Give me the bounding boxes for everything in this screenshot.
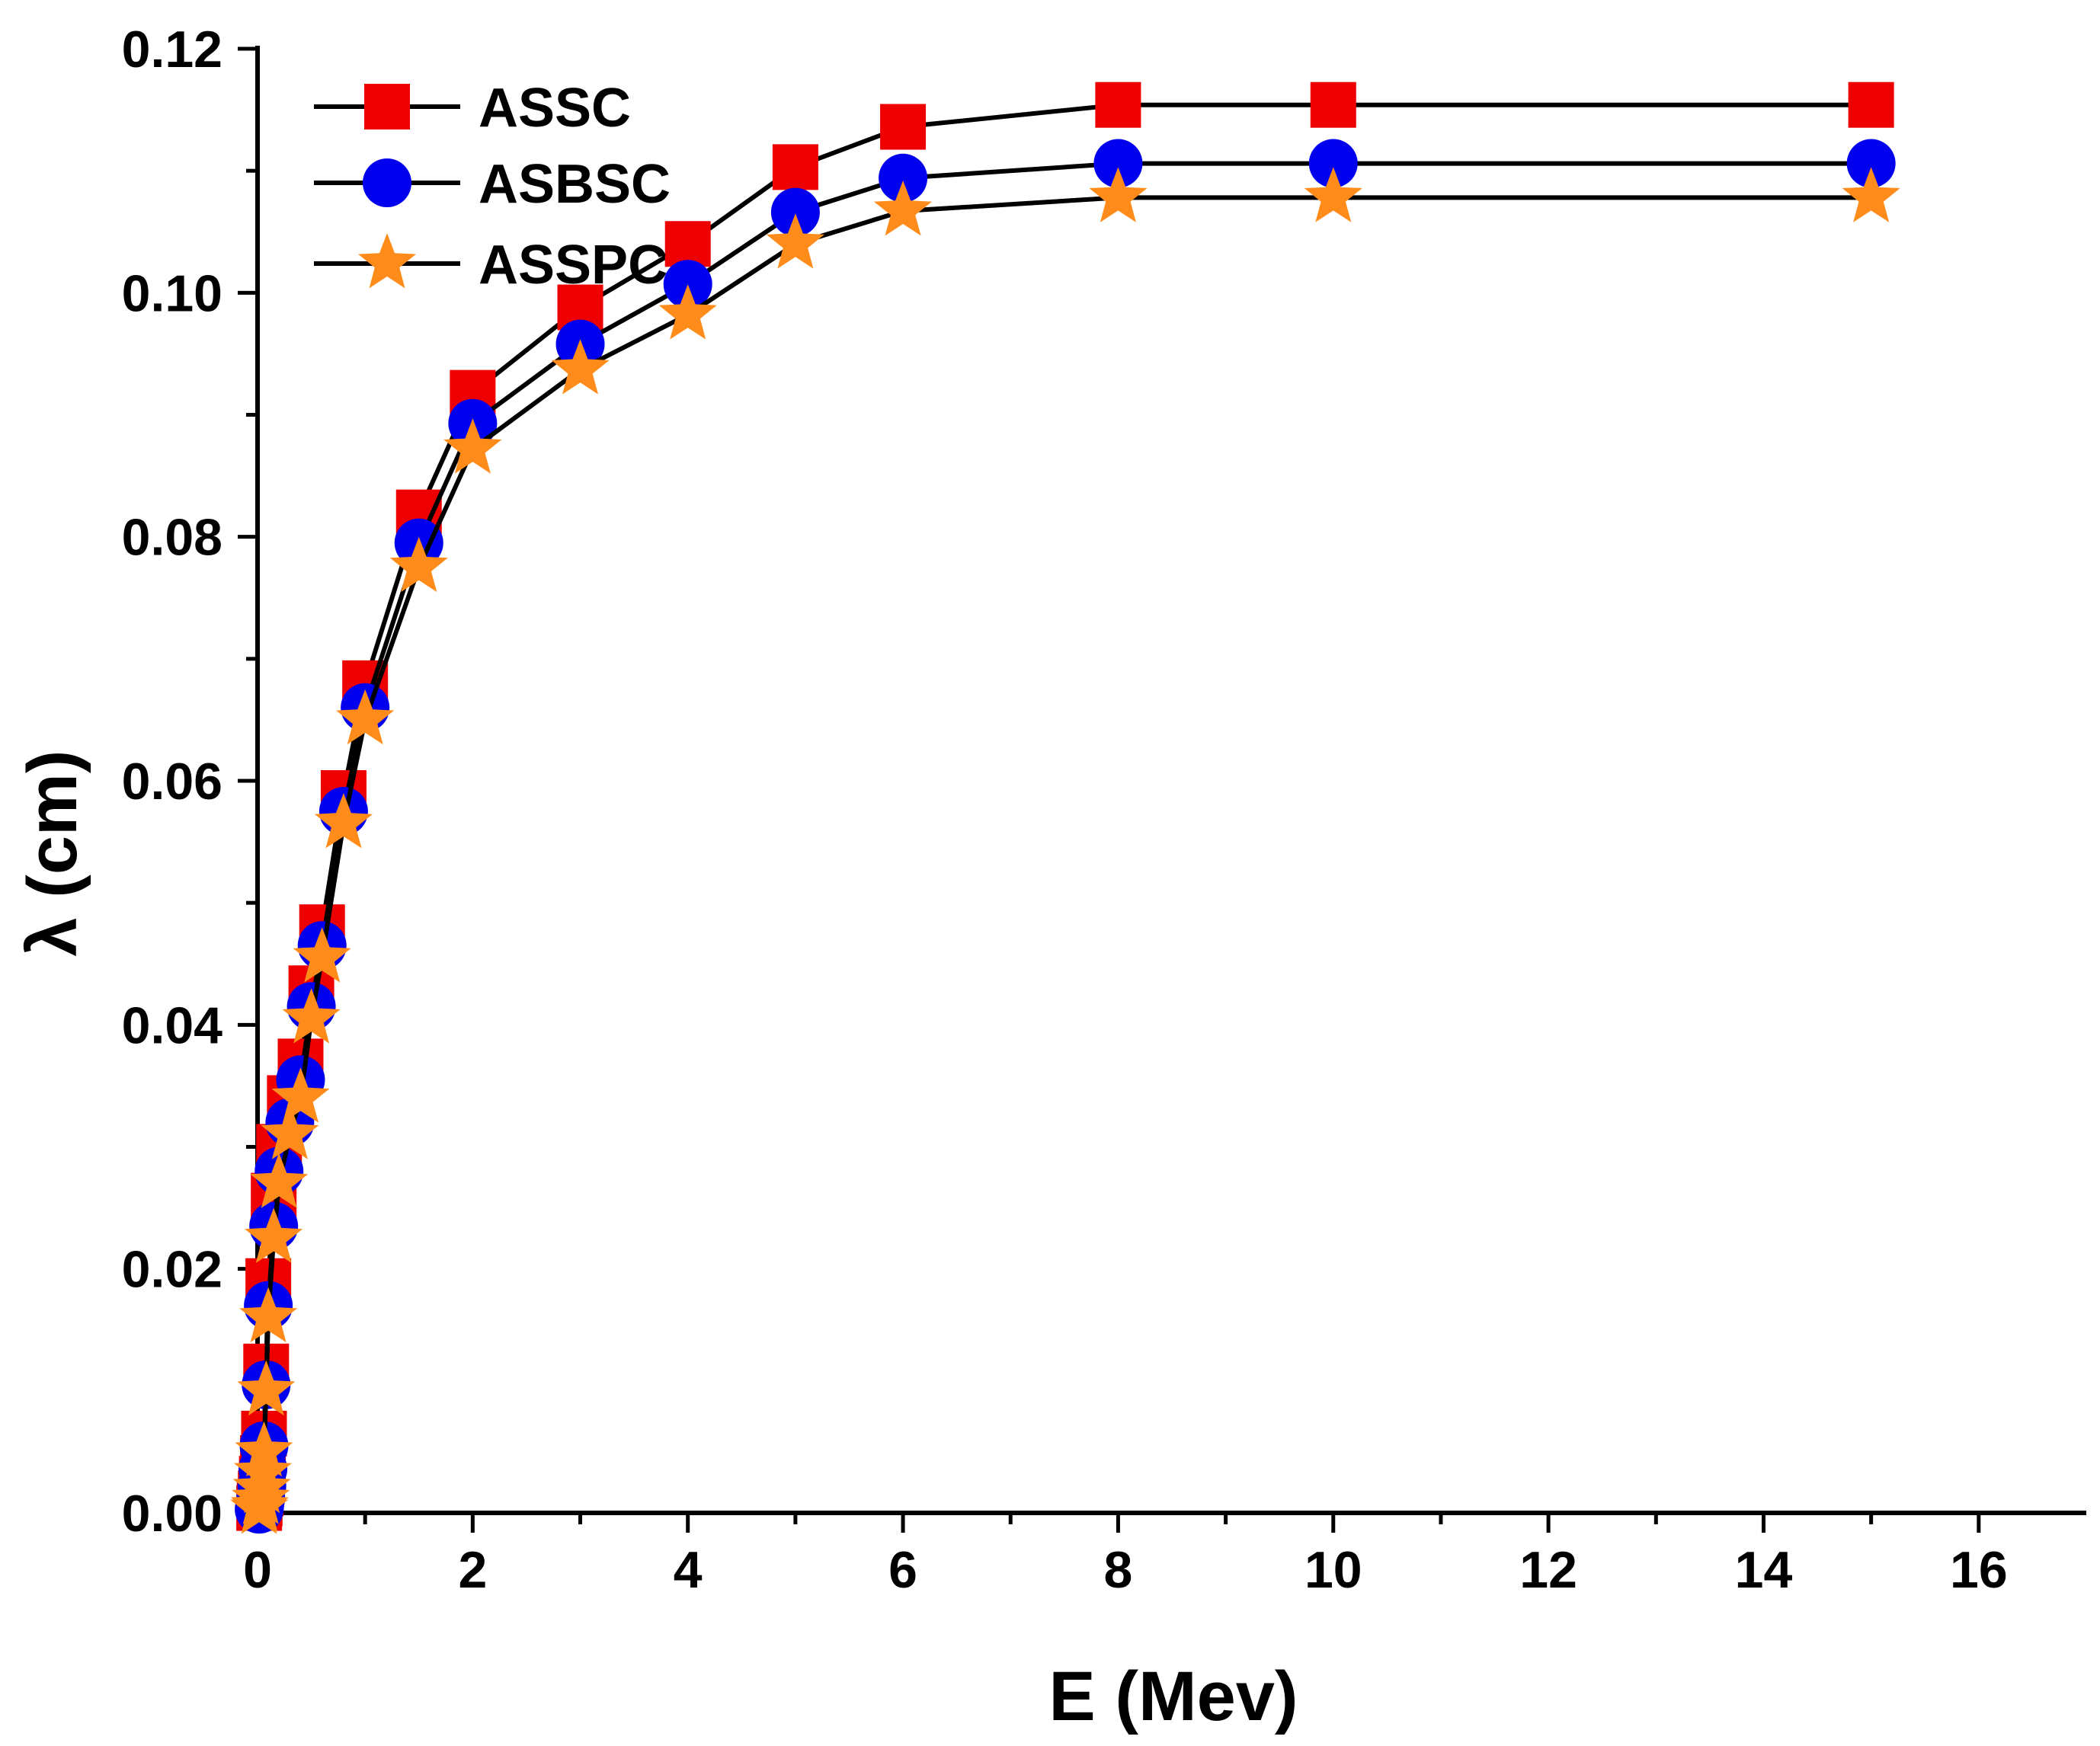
data-point-asspc bbox=[1842, 167, 1900, 222]
series-assc bbox=[236, 82, 1894, 1531]
y-tick-label: 0.06 bbox=[122, 753, 222, 811]
y-axis-title: λ (cm) bbox=[14, 750, 91, 957]
data-point-asbsc bbox=[879, 153, 928, 203]
legend-marker bbox=[364, 84, 410, 130]
data-point-asspc bbox=[245, 1207, 303, 1263]
data-point-asbsc bbox=[1093, 139, 1143, 188]
data-point-asspc bbox=[551, 339, 610, 395]
data-point-asspc bbox=[1304, 167, 1362, 222]
data-point-asspc bbox=[261, 1104, 319, 1159]
legend-item-assc: ASSC bbox=[314, 78, 631, 139]
x-tick-label: 4 bbox=[674, 1541, 703, 1599]
legend-marker bbox=[363, 158, 411, 207]
data-point-assc bbox=[664, 221, 711, 267]
series-asbsc bbox=[235, 139, 1896, 1534]
y-tick-label: 0.10 bbox=[122, 264, 222, 322]
x-tick-label: 16 bbox=[1950, 1541, 2008, 1599]
legend: ASSC ASBSC ASSPC bbox=[314, 78, 671, 296]
data-point-asspc bbox=[282, 988, 341, 1044]
legend-label: ASSC bbox=[479, 78, 631, 139]
x-tick-label: 6 bbox=[888, 1541, 917, 1599]
data-point-assc bbox=[1848, 82, 1894, 128]
x-tick-label: 10 bbox=[1304, 1541, 1362, 1599]
legend-marker bbox=[358, 233, 416, 289]
ticks: 0 2 4 6 8 10 12 14 16 0.00 0.02 0.04 0.06 0.08 0.10 0.1… bbox=[122, 21, 2008, 1599]
legend-label: ASSPC bbox=[479, 235, 667, 296]
series-asspc bbox=[230, 167, 1900, 1534]
data-point-asspc bbox=[314, 793, 373, 849]
legend-label: ASBSC bbox=[479, 154, 671, 215]
data-point-asspc bbox=[443, 418, 502, 474]
data-point-asbsc bbox=[770, 187, 820, 237]
data-point-asspc bbox=[239, 1287, 298, 1343]
data-point-asspc bbox=[250, 1153, 309, 1208]
x-tick-label: 2 bbox=[458, 1541, 487, 1599]
x-axis-title: E (Mev) bbox=[1048, 1658, 1298, 1735]
y-tick-label: 0.08 bbox=[122, 509, 222, 567]
data-point-assc bbox=[772, 144, 818, 190]
data-point-asspc bbox=[1089, 167, 1148, 222]
data-point-asspc bbox=[271, 1067, 330, 1123]
data-point-assc bbox=[1095, 82, 1141, 128]
data-point-assc bbox=[880, 104, 927, 150]
series-line-assc bbox=[257, 102, 1871, 1508]
data-point-asspc bbox=[336, 689, 395, 745]
series-line-asspc bbox=[257, 195, 1871, 1510]
y-tick-label: 0.00 bbox=[122, 1485, 222, 1543]
data-point-asbsc bbox=[1308, 139, 1358, 188]
y-tick-label: 0.04 bbox=[122, 996, 223, 1054]
data-point-asspc bbox=[293, 927, 351, 983]
series-layer bbox=[230, 82, 1900, 1534]
data-point-asspc bbox=[234, 1442, 293, 1498]
data-point-asspc bbox=[237, 1360, 296, 1416]
data-point-asspc bbox=[874, 181, 933, 236]
data-point-asspc bbox=[658, 284, 717, 340]
series-line-asbsc bbox=[257, 161, 1871, 1510]
legend-item-asbsc: ASBSC bbox=[314, 154, 671, 215]
x-tick-label: 0 bbox=[243, 1541, 272, 1599]
x-tick-label: 12 bbox=[1519, 1541, 1577, 1599]
data-point-asspc bbox=[766, 213, 824, 269]
data-point-assc bbox=[1310, 82, 1356, 128]
legend-item-asspc: ASSPC bbox=[314, 233, 667, 296]
y-tick-label: 0.02 bbox=[122, 1241, 222, 1299]
data-point-asbsc bbox=[663, 260, 712, 309]
data-point-asbsc bbox=[1846, 139, 1896, 188]
data-point-asspc bbox=[389, 536, 448, 593]
x-tick-label: 8 bbox=[1103, 1541, 1132, 1599]
y-tick-label: 0.12 bbox=[122, 21, 222, 78]
x-tick-label: 14 bbox=[1735, 1541, 1793, 1599]
data-point-asspc bbox=[235, 1421, 293, 1477]
